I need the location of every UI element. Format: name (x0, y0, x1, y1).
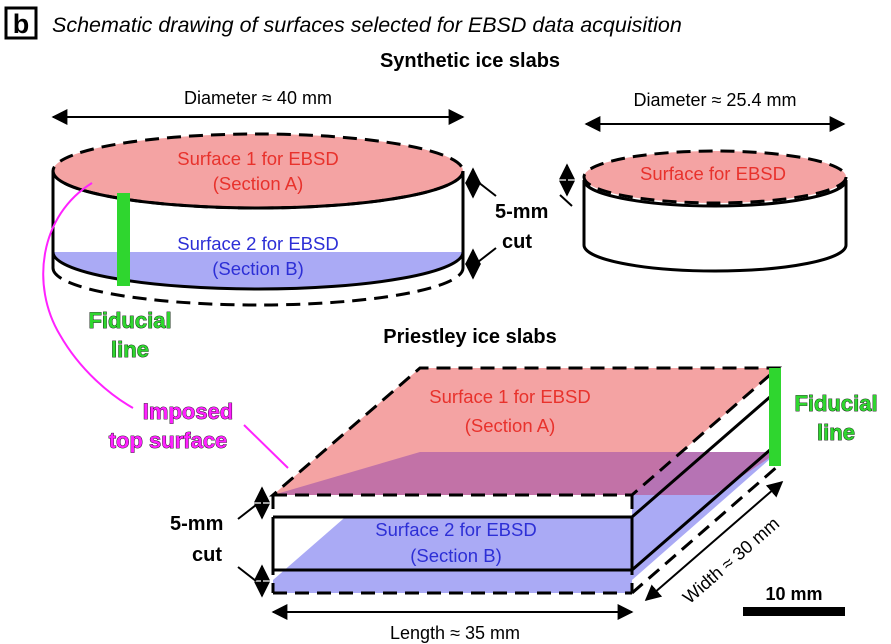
small-surface-fill (584, 151, 846, 203)
priestley-surface2-front (273, 580, 632, 593)
small-disk (582, 149, 848, 273)
priestley-cut-pointer-top (237, 504, 257, 520)
large-disk (51, 132, 465, 307)
small-imposed-ellipse (582, 149, 848, 205)
imposed-line2: top surface (109, 428, 228, 453)
priestley-surface1-line2: (Section A) (465, 415, 556, 436)
priestley-cut-line1: 5-mm (170, 513, 223, 535)
priestley-cut-line2: cut (192, 544, 222, 566)
surface1-fill (53, 134, 463, 208)
synthetic-surface-small: Surface for EBSD (640, 163, 786, 184)
panel-label: b (13, 9, 30, 39)
synthetic-surface2-line2: (Section B) (212, 258, 304, 279)
cut-pointer-bottom (477, 247, 497, 263)
priestley-fiducial-line1: Fiducial (794, 391, 877, 416)
diameter-small-label: Diameter ≈ 25.4 mm (634, 90, 797, 110)
bottom-dashed-arc (51, 267, 465, 307)
imposed-connector-curve (42, 182, 134, 409)
priestley-slab (268, 366, 783, 595)
synthetic-heading: Synthetic ice slabs (380, 50, 560, 72)
panel-label-box (4, 6, 38, 40)
priestley-surface2-line2: (Section B) (410, 545, 502, 566)
imposed-connector-line (243, 424, 289, 469)
priestley-fiducial-bar (769, 368, 781, 466)
priestley-front-white (273, 495, 632, 517)
figure-title: Schematic drawing of surfaces selected f… (52, 13, 682, 37)
scale-bar-label: 10 mm (765, 584, 822, 604)
small-bottom-arc (582, 244, 848, 273)
priestley-fiducial-line2: line (817, 420, 855, 445)
imposed-line1: Imposed (143, 399, 233, 424)
diameter-large-label: Diameter ≈ 40 mm (184, 88, 332, 108)
synthetic-fiducial-line1: Fiducial (88, 308, 171, 333)
synthetic-surface1-line1: Surface 1 for EBSD (177, 148, 338, 169)
priestley-surface1-line1: Surface 1 for EBSD (429, 386, 590, 407)
small-top-rim-front (582, 179, 848, 208)
priestley-cut-pointer-bottom (237, 566, 257, 582)
cut-pointer-top (477, 181, 497, 197)
bottom-rim-front (51, 251, 465, 291)
width-arrow (644, 480, 784, 602)
synthetic-fiducial-line2: line (111, 337, 149, 362)
synthetic-cut-line1: 5-mm (495, 201, 548, 223)
synthetic-cut-line2: cut (502, 231, 532, 253)
length-label: Length ≈ 35 mm (390, 623, 520, 643)
fiducial-line-bar (117, 193, 130, 286)
synthetic-surface2-line1: Surface 2 for EBSD (177, 233, 338, 254)
small-cut-pointer (559, 194, 573, 207)
priestley-heading: Priestley ice slabs (383, 326, 556, 348)
priestley-surface2-line1: Surface 2 for EBSD (375, 519, 536, 540)
scale-bar (743, 607, 845, 616)
synthetic-surface1-line2: (Section A) (213, 173, 304, 194)
